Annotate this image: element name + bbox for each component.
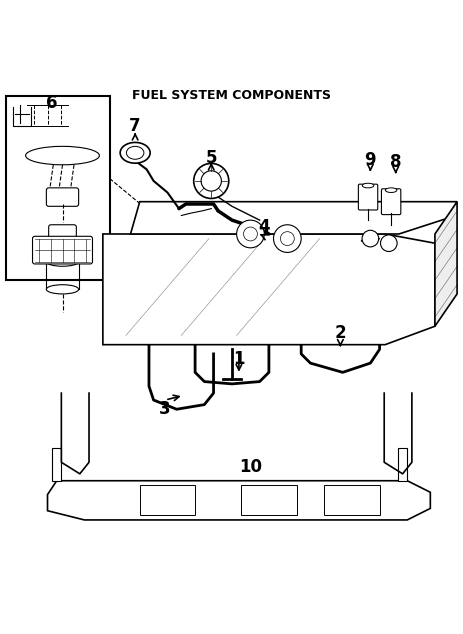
- FancyBboxPatch shape: [32, 236, 92, 264]
- Polygon shape: [139, 486, 194, 515]
- Text: 6: 6: [46, 94, 58, 112]
- Circle shape: [193, 164, 228, 198]
- Ellipse shape: [385, 188, 396, 193]
- Text: 5: 5: [205, 149, 217, 167]
- Polygon shape: [434, 202, 456, 327]
- Polygon shape: [324, 486, 379, 515]
- Circle shape: [243, 227, 257, 241]
- Text: 3: 3: [159, 400, 170, 418]
- Polygon shape: [52, 448, 61, 481]
- Text: FUEL SYSTEM COMPONENTS: FUEL SYSTEM COMPONENTS: [132, 89, 331, 101]
- Text: 2: 2: [334, 324, 345, 342]
- Polygon shape: [103, 234, 434, 345]
- Text: 10: 10: [238, 458, 262, 476]
- Ellipse shape: [25, 146, 99, 165]
- Circle shape: [236, 220, 264, 248]
- Circle shape: [280, 231, 294, 245]
- Circle shape: [380, 235, 396, 252]
- Text: 4: 4: [258, 218, 269, 236]
- Polygon shape: [241, 486, 296, 515]
- Text: 7: 7: [129, 117, 141, 134]
- FancyBboxPatch shape: [357, 184, 377, 210]
- Circle shape: [200, 171, 221, 191]
- Text: 9: 9: [364, 151, 375, 169]
- Bar: [6, 96, 110, 280]
- Polygon shape: [397, 448, 407, 481]
- FancyBboxPatch shape: [46, 188, 78, 206]
- Text: 8: 8: [389, 153, 400, 171]
- Text: 1: 1: [233, 349, 244, 368]
- Ellipse shape: [126, 146, 144, 159]
- Ellipse shape: [46, 285, 78, 294]
- Circle shape: [273, 225, 300, 252]
- Ellipse shape: [120, 143, 150, 163]
- Polygon shape: [47, 481, 429, 520]
- Polygon shape: [130, 202, 456, 234]
- Ellipse shape: [362, 183, 373, 188]
- FancyBboxPatch shape: [381, 189, 400, 214]
- FancyBboxPatch shape: [49, 225, 76, 243]
- Polygon shape: [360, 234, 379, 245]
- Ellipse shape: [46, 257, 78, 266]
- Circle shape: [361, 230, 378, 247]
